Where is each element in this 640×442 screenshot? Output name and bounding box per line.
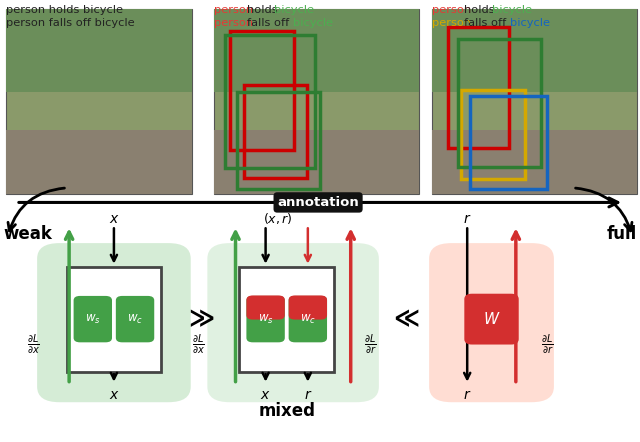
Bar <box>237 92 320 189</box>
Text: $x$: $x$ <box>109 388 119 402</box>
FancyBboxPatch shape <box>429 243 554 402</box>
FancyBboxPatch shape <box>74 296 112 342</box>
Bar <box>432 130 637 194</box>
FancyBboxPatch shape <box>465 293 519 345</box>
Text: ≫: ≫ <box>189 307 214 331</box>
Text: $\frac{\partial L}{\partial x}$: $\frac{\partial L}{\partial x}$ <box>27 332 40 357</box>
Text: $\frac{\partial L}{\partial r}$: $\frac{\partial L}{\partial r}$ <box>364 332 376 357</box>
Text: $W$: $W$ <box>483 311 500 327</box>
Text: $\frac{\partial L}{\partial r}$: $\frac{\partial L}{\partial r}$ <box>541 332 554 357</box>
Text: annotation: annotation <box>277 196 359 209</box>
Bar <box>67 267 161 372</box>
Text: person: person <box>214 5 257 15</box>
Bar <box>458 39 541 167</box>
Bar <box>225 35 315 168</box>
Bar <box>239 267 334 372</box>
Text: full: full <box>607 225 637 243</box>
Bar <box>432 9 637 194</box>
Bar <box>470 96 547 189</box>
Text: ≪: ≪ <box>394 307 419 331</box>
Text: bicycle: bicycle <box>510 18 550 28</box>
Bar <box>6 9 192 194</box>
Text: bicycle: bicycle <box>492 5 532 15</box>
Bar <box>214 9 419 92</box>
FancyBboxPatch shape <box>246 296 285 342</box>
Text: $x$: $x$ <box>260 388 271 402</box>
Text: person: person <box>432 5 475 15</box>
Text: person: person <box>214 18 257 28</box>
Text: $r$: $r$ <box>303 388 312 402</box>
Text: $r$: $r$ <box>463 388 472 402</box>
FancyBboxPatch shape <box>207 243 379 402</box>
Bar <box>432 9 637 92</box>
Bar <box>230 31 294 150</box>
Text: $w_c$: $w_c$ <box>127 312 143 326</box>
Text: mixed: mixed <box>258 402 316 420</box>
FancyBboxPatch shape <box>289 296 327 342</box>
Text: falls off: falls off <box>246 18 292 28</box>
Text: bicycle: bicycle <box>275 5 314 15</box>
FancyBboxPatch shape <box>116 296 154 342</box>
Bar <box>461 90 525 179</box>
Text: person: person <box>432 18 475 28</box>
Bar <box>244 85 307 178</box>
Bar <box>448 27 509 148</box>
Bar <box>6 9 192 92</box>
Text: $x$: $x$ <box>109 212 119 226</box>
Text: $w_s$: $w_s$ <box>258 312 273 326</box>
Text: $w_c$: $w_c$ <box>300 312 316 326</box>
Text: falls off: falls off <box>464 18 510 28</box>
Text: $r$: $r$ <box>463 212 472 226</box>
Text: weak: weak <box>3 225 52 243</box>
FancyBboxPatch shape <box>37 243 191 402</box>
Text: person falls off bicycle: person falls off bicycle <box>6 18 135 28</box>
Bar <box>214 130 419 194</box>
Text: $w_s$: $w_s$ <box>85 312 100 326</box>
Text: holds: holds <box>246 5 281 15</box>
Text: person holds bicycle: person holds bicycle <box>6 5 124 15</box>
FancyBboxPatch shape <box>246 295 285 320</box>
Text: holds: holds <box>464 5 499 15</box>
Text: $\frac{\partial L}{\partial x}$: $\frac{\partial L}{\partial x}$ <box>192 332 205 357</box>
Bar <box>6 130 192 194</box>
FancyBboxPatch shape <box>289 295 327 320</box>
Bar <box>214 9 419 194</box>
Text: bicycle: bicycle <box>292 18 333 28</box>
Text: $(x, r)$: $(x, r)$ <box>263 211 292 226</box>
